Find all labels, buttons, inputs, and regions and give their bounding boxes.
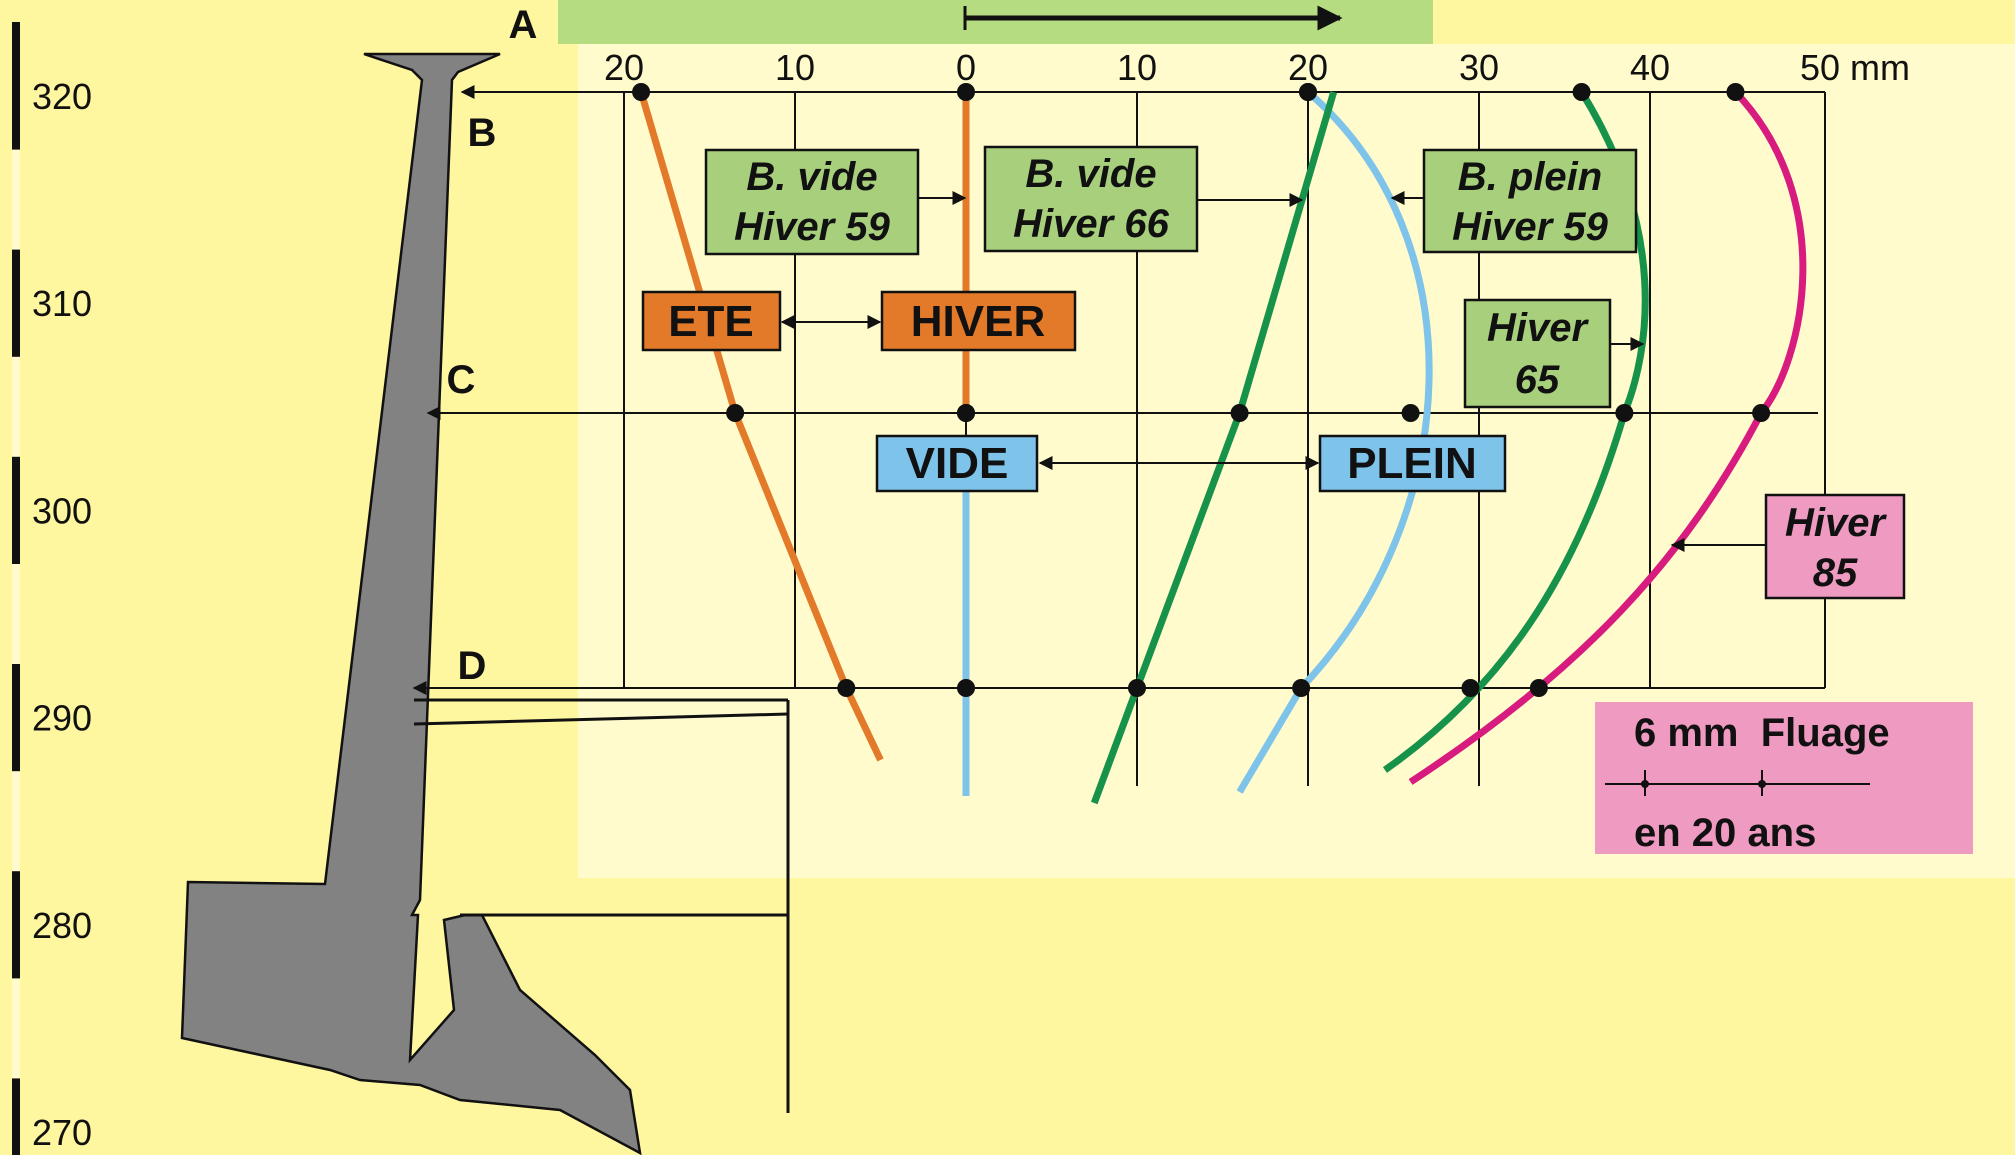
label-b-plein-hiver-59-line2: Hiver 59 [1452, 205, 1608, 249]
point-letters: A B C D [447, 3, 538, 688]
elevation-scale-gap [12, 978, 20, 1079]
elevation-tick-label: 290 [32, 698, 92, 739]
curve-ete [637, 91, 884, 762]
elevation-scale-gap [12, 356, 20, 457]
label-hiver: HIVER [880, 290, 1077, 352]
label-hiver-65-box [1463, 298, 1612, 409]
elevation-scale-gap [12, 564, 20, 664]
data-point [1529, 679, 1548, 697]
x-tick-label: 50 mm [1800, 47, 1910, 88]
label-b-plein-hiver-59-line1: B. plein [1458, 155, 1602, 199]
label-hiver-85-line1: Hiver [1785, 501, 1887, 545]
x-tick-label: 20 [1288, 47, 1328, 88]
point-d-label: D [458, 644, 487, 688]
x-tick-label: 30 [1459, 47, 1499, 88]
data-point [1128, 679, 1146, 697]
point-c-label: C [447, 358, 476, 402]
x-tick-label: 0 [956, 47, 976, 88]
dam-section [180, 52, 642, 1155]
data-point [1615, 404, 1634, 422]
label-plein: PLEIN [1318, 434, 1507, 493]
fluage-line1: 6 mm Fluage [1634, 711, 1890, 755]
label-hiver-65-line1: Hiver [1487, 306, 1589, 350]
data-point [1401, 404, 1420, 422]
curve-dots [632, 83, 1771, 697]
data-point [957, 679, 975, 697]
gallery-line-mid [413, 712, 789, 726]
fluage-scale-dot-left [1641, 780, 1649, 788]
elevation-tick-label: 300 [32, 490, 92, 531]
data-point [1230, 404, 1249, 422]
point-b-label: B [468, 111, 497, 155]
data-point [632, 83, 651, 101]
data-point [1461, 679, 1480, 697]
elevation-scale: 320 310 300 290 280 270 [12, 22, 92, 1155]
curve-plein [1236, 89, 1433, 794]
data-point [1292, 679, 1311, 697]
label-b-vide-hiver-66-line1: B. vide [1025, 152, 1156, 196]
elevation-tick-label: 310 [32, 283, 92, 324]
elevation-tick-label: 270 [32, 1112, 92, 1153]
label-plein-box [1318, 434, 1507, 493]
data-point [1726, 83, 1745, 101]
label-b-vide-hiver-59: B. vide Hiver 59 [704, 148, 920, 256]
label-b-vide-hiver-66: B. vide Hiver 66 [983, 145, 1199, 253]
data-point [726, 404, 745, 422]
label-b-vide-hiver-66-box [983, 145, 1199, 253]
data-point [837, 679, 856, 697]
x-tick-label: 10 [775, 47, 815, 88]
data-point [1752, 404, 1771, 422]
curve-b-vide-hiver-66 [1090, 91, 1338, 805]
x-axis-ticks: 20 10 0 10 20 30 40 50 mm [604, 47, 1910, 88]
label-b-plein-hiver-59-box [1422, 148, 1638, 254]
point-a-label: A [509, 3, 538, 47]
fluage-legend: 6 mm Fluage en 20 ans [1595, 702, 1973, 855]
reference-arrows [412, 85, 1825, 695]
label-b-vide-hiver-59-line1: B. vide [746, 155, 877, 199]
x-tick-label: 40 [1630, 47, 1670, 88]
label-hiver-text: HIVER [911, 297, 1045, 346]
data-point [1299, 83, 1317, 101]
x-tick-label: 10 [1117, 47, 1157, 88]
x-tick-label: 20 [604, 47, 644, 88]
data-point [957, 404, 975, 422]
label-hiver-box [880, 290, 1077, 352]
fluage-line2: en 20 ans [1634, 811, 1816, 855]
connector-arrows [780, 191, 1766, 552]
label-vide-box [875, 434, 1039, 493]
label-hiver-65-line2: 65 [1515, 358, 1560, 402]
dam-profile [180, 52, 790, 1155]
label-b-vide-hiver-59-box [704, 148, 920, 256]
elevation-scale-gap [12, 771, 20, 872]
label-hiver-85: Hiver 85 [1764, 493, 1906, 600]
label-ete: ETE [641, 290, 782, 352]
label-plein-text: PLEIN [1347, 439, 1477, 488]
elevation-tick-label: 280 [32, 905, 92, 946]
label-vide: VIDE [875, 434, 1039, 493]
data-point [1572, 83, 1591, 101]
fluage-box [1595, 702, 1973, 854]
top-bar [558, 0, 1433, 44]
label-b-vide-hiver-66-line2: Hiver 66 [1013, 202, 1169, 246]
label-b-vide-hiver-59-line2: Hiver 59 [734, 205, 890, 249]
fluage-scale-dot-right [1758, 780, 1766, 788]
label-b-plein-hiver-59: B. plein Hiver 59 [1422, 148, 1638, 254]
label-hiver-85-line2: 85 [1813, 551, 1858, 595]
data-point [957, 83, 975, 101]
label-hiver-85-box [1764, 493, 1906, 600]
elevation-tick-label: 320 [32, 76, 92, 117]
label-ete-text: ETE [668, 297, 754, 346]
label-hiver-65: Hiver 65 [1463, 298, 1612, 409]
label-ete-box [641, 290, 782, 352]
elevation-scale-gap [12, 149, 20, 250]
label-vide-text: VIDE [906, 439, 1009, 488]
curve-hiver-85 [1408, 89, 1807, 785]
